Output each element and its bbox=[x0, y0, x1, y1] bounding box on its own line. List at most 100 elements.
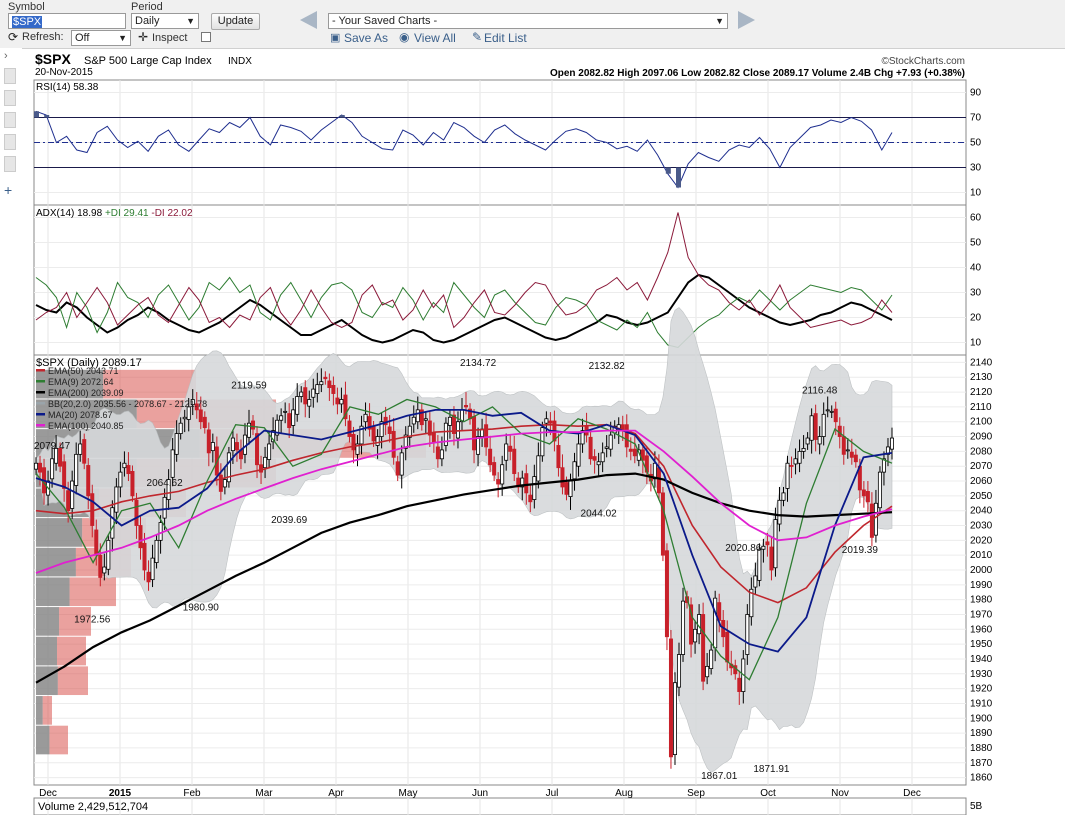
volume-by-price-up-bar bbox=[36, 518, 83, 547]
candle-body bbox=[178, 422, 183, 434]
candle-body bbox=[162, 496, 167, 519]
candle-body bbox=[464, 405, 469, 408]
rsi-overbought-fill bbox=[44, 115, 50, 118]
price-y-tick: 1900 bbox=[970, 713, 993, 724]
x-tick-label: Aug bbox=[615, 788, 633, 799]
candle-body bbox=[58, 448, 63, 467]
candle-body bbox=[331, 384, 336, 394]
candle-body bbox=[222, 479, 227, 488]
candle-body bbox=[359, 425, 364, 445]
candle-body bbox=[596, 461, 601, 466]
period-label: Period bbox=[131, 1, 163, 13]
expand-arrow-icon[interactable]: › bbox=[4, 50, 8, 62]
candle-body bbox=[789, 465, 794, 467]
candle-body bbox=[709, 649, 714, 670]
adx-legend-plus-di: +DI 29.41 bbox=[105, 208, 149, 219]
volume-by-price-up-bar bbox=[36, 607, 60, 636]
candle-body bbox=[263, 456, 268, 469]
period-select[interactable]: Daily ▼ bbox=[131, 13, 199, 29]
update-button[interactable]: Update bbox=[211, 13, 260, 30]
add-panel-icon[interactable]: + bbox=[4, 182, 13, 198]
rsi-line bbox=[35, 110, 893, 189]
x-tick-label: Dec bbox=[39, 788, 57, 799]
rsi-overbought-fill bbox=[34, 111, 39, 118]
candle-body bbox=[829, 410, 834, 413]
candle-body bbox=[122, 462, 127, 469]
side-tab-4[interactable] bbox=[4, 134, 16, 150]
symbol-label: Symbol bbox=[8, 1, 45, 13]
saved-charts-select[interactable]: - Your Saved Charts - ▼ bbox=[328, 13, 728, 29]
side-tab-1[interactable] bbox=[4, 68, 16, 84]
volume-by-price-up-bar bbox=[36, 725, 50, 755]
price-y-tick: 2110 bbox=[970, 402, 992, 413]
rsi-oversold-fill bbox=[676, 167, 681, 188]
adx-y-tick: 50 bbox=[970, 238, 982, 249]
ma20-line bbox=[35, 408, 893, 653]
brand-label: ©StockCharts.com bbox=[881, 56, 965, 67]
candle-body bbox=[275, 419, 280, 436]
adx-y-tick: 20 bbox=[970, 313, 982, 324]
candle-body bbox=[86, 465, 91, 497]
candle-body bbox=[508, 445, 513, 452]
candle-body bbox=[632, 448, 637, 457]
price-y-tick: 1870 bbox=[970, 758, 993, 769]
candle-body bbox=[234, 442, 239, 451]
chart-title: $SPX bbox=[35, 51, 71, 67]
candle-body bbox=[877, 471, 882, 509]
candle-body bbox=[206, 429, 211, 454]
x-tick-label: Feb bbox=[183, 788, 201, 799]
price-y-tick: 2060 bbox=[970, 476, 993, 487]
price-annotation: 2019.39 bbox=[842, 545, 879, 556]
candle-body bbox=[182, 416, 187, 420]
volume-by-price-up-bar bbox=[36, 369, 104, 399]
candle-body bbox=[186, 406, 191, 420]
candle-body bbox=[407, 425, 412, 438]
candle-body bbox=[102, 566, 107, 574]
candle-body bbox=[528, 494, 533, 503]
candle-body bbox=[890, 437, 895, 450]
chart-date: 20-Nov-2015 bbox=[35, 67, 93, 78]
candle-body bbox=[94, 529, 99, 556]
symbol-input[interactable]: $SPX bbox=[8, 13, 126, 29]
edit-list-link[interactable]: Edit List bbox=[484, 31, 527, 45]
inspect-checkbox[interactable] bbox=[201, 32, 211, 42]
price-y-tick: 2130 bbox=[970, 372, 993, 383]
chevron-down-icon: ▼ bbox=[118, 33, 127, 43]
next-chart-arrow-icon[interactable] bbox=[738, 11, 755, 29]
candle-body bbox=[170, 449, 175, 478]
candle-body bbox=[580, 430, 585, 445]
volume-by-price-down-bar bbox=[59, 607, 91, 636]
price-y-tick: 1860 bbox=[970, 773, 993, 784]
side-tab-2[interactable] bbox=[4, 90, 16, 106]
candle-body bbox=[158, 522, 163, 541]
volume-panel bbox=[33, 797, 967, 815]
legend-entry: EMA(200) 2039.09 bbox=[48, 388, 124, 398]
x-tick-label: Nov bbox=[831, 788, 849, 799]
volume-by-price-down-bar bbox=[49, 725, 68, 755]
price-y-tick: 1920 bbox=[970, 684, 993, 695]
quote-line: Open 2082.82 High 2097.06 Low 2082.82 Cl… bbox=[550, 68, 965, 79]
side-tab-5[interactable] bbox=[4, 156, 16, 172]
candle-body bbox=[315, 384, 320, 394]
saved-charts-value: - Your Saved Charts - bbox=[332, 15, 438, 27]
candle-body bbox=[82, 439, 87, 464]
pencil-icon: ✎ bbox=[472, 30, 483, 44]
candle-body bbox=[793, 458, 798, 465]
legend-entry: BB(20,2.0) 2035.56 - 2078.67 - 2121.78 bbox=[48, 399, 207, 409]
candle-body bbox=[90, 493, 95, 526]
legend-entry: EMA(9) 2072.64 bbox=[48, 377, 114, 387]
refresh-icon: ⟳ bbox=[8, 30, 19, 44]
candle-body bbox=[327, 380, 332, 389]
candle-body bbox=[114, 486, 119, 513]
ema100-line bbox=[35, 429, 893, 574]
price-annotation: 1972.56 bbox=[74, 615, 111, 626]
price-y-tick: 2090 bbox=[970, 432, 993, 443]
refresh-select[interactable]: Off ▼ bbox=[71, 30, 131, 46]
save-as-link[interactable]: Save As bbox=[344, 31, 389, 45]
view-all-link[interactable]: View All bbox=[414, 31, 456, 45]
candle-body bbox=[423, 418, 428, 421]
side-tab-3[interactable] bbox=[4, 112, 16, 128]
toolbar: Symbol $SPX Period Daily ▼ Update - Your… bbox=[0, 0, 1065, 49]
prev-chart-arrow-icon[interactable] bbox=[300, 11, 317, 29]
candle-body bbox=[70, 480, 75, 509]
